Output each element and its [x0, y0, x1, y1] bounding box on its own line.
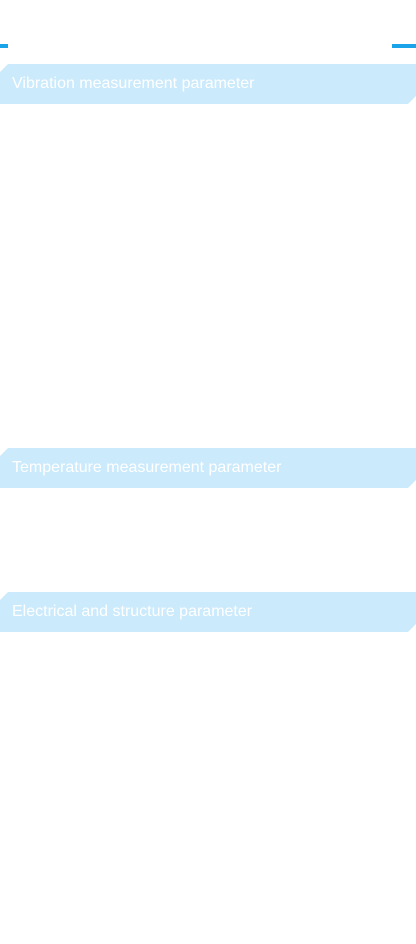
top-accent-left	[0, 44, 8, 48]
section-header-temperature: Temperature measurement parameter	[0, 448, 416, 488]
section-body-electrical	[0, 632, 416, 944]
section-header-electrical: Electrical and structure parameter	[0, 592, 416, 632]
section-header-vibration: Vibration measurement parameter	[0, 64, 416, 104]
section-title-electrical: Electrical and structure parameter	[12, 603, 253, 620]
section-body-vibration	[0, 104, 416, 448]
section-title-temperature: Temperature measurement parameter	[12, 459, 282, 476]
section-body-temperature	[0, 488, 416, 592]
top-accent-right	[392, 44, 416, 48]
section-title-vibration: Vibration measurement parameter	[12, 75, 255, 92]
